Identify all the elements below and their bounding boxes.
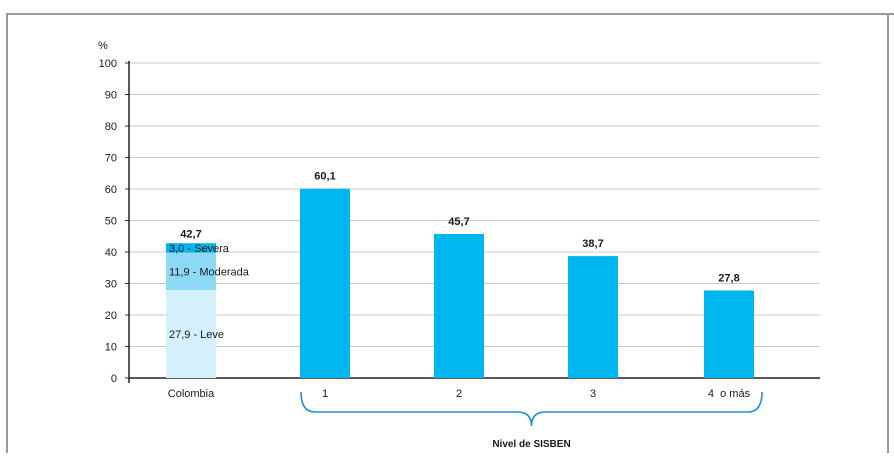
y-tick-label: 90: [105, 90, 117, 102]
y-axis-unit: %: [98, 40, 108, 52]
x-category-label: 1: [322, 388, 328, 400]
labels-layer: 27,9 - Leve 11,9 - Moderada 3,0 - Severa 42…: [168, 171, 751, 400]
y-tick-label: 70: [105, 153, 117, 165]
y-tick-label: 0: [111, 373, 117, 385]
segment-label-leve: 27,9 - Leve: [169, 329, 224, 341]
segment-label-moderada: 11,9 - Moderada: [169, 266, 250, 278]
bar-value-label: 38,7: [582, 238, 603, 250]
y-tick-label: 60: [105, 184, 117, 196]
bar: [434, 234, 484, 378]
x-category-label: 2: [456, 388, 462, 400]
bar-segment-leve: [166, 290, 216, 378]
x-category-label: 4 o más: [708, 388, 751, 400]
bar-value-label: 42,7: [180, 228, 201, 240]
y-tick-label: 100: [99, 58, 117, 70]
bar-value-label: 60,1: [314, 171, 335, 183]
y-tick-label: 30: [105, 279, 117, 291]
curly-brace: [300, 391, 763, 427]
x-category-label: 3: [590, 388, 596, 400]
bar-value-label: 27,8: [718, 272, 739, 284]
y-tick-label: 40: [105, 247, 117, 259]
x-category-label: Colombia: [168, 388, 215, 400]
sisben-bracket: Nivel de SISBEN: [300, 391, 763, 450]
bars-layer: [166, 188, 754, 378]
bar: [300, 188, 350, 378]
y-tick-label: 10: [105, 342, 117, 354]
y-tick-label: 80: [105, 121, 117, 133]
y-tick-label: 50: [105, 216, 117, 228]
group-label: Nivel de SISBEN: [492, 439, 570, 450]
bar-segment-moderada: [166, 252, 216, 291]
bar-segment-severa: [166, 243, 216, 253]
bar: [568, 256, 618, 378]
bar: [704, 290, 754, 378]
segment-label-severa: 3,0 - Severa: [169, 243, 230, 255]
y-tick-label: 20: [105, 310, 117, 322]
bar-value-label: 45,7: [448, 216, 469, 228]
